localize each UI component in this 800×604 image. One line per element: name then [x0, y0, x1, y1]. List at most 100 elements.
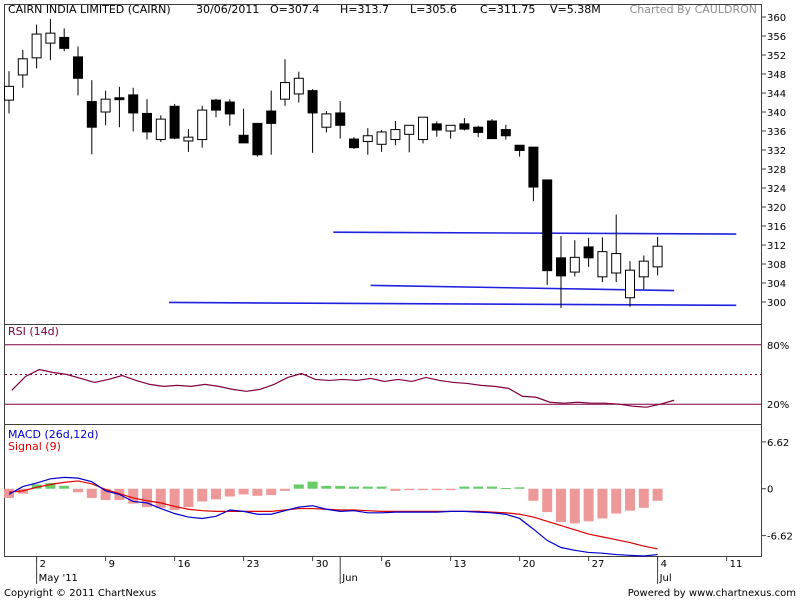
- candle-body-up: [17, 58, 28, 76]
- price-y-tick-label: 336: [767, 127, 786, 138]
- price-y-tick-label: 320: [767, 203, 786, 214]
- powered-by: Powered by www.chartnexus.com: [628, 588, 796, 599]
- candle-body-down: [349, 138, 359, 149]
- macd-histogram-bar-negative: [542, 488, 553, 513]
- candle: [542, 179, 553, 285]
- panel-frames: [4, 4, 762, 557]
- candle: [404, 124, 415, 153]
- header-close: C=311.75: [480, 3, 535, 16]
- macd-histogram-bar-negative: [528, 488, 539, 501]
- signal-title: Signal (9): [8, 440, 61, 453]
- price-y-tick-label: 304: [767, 279, 786, 290]
- macd-histogram-bar-positive: [45, 483, 56, 489]
- price-y-tick-label: 332: [767, 146, 786, 157]
- candle-body-up: [625, 269, 635, 299]
- x-tick-label: 30: [316, 559, 329, 570]
- candle-body-down: [224, 101, 235, 115]
- candle: [4, 71, 14, 114]
- x-tick-label: 20: [523, 559, 536, 570]
- copyright: Copyright © 2011 ChartNexus: [4, 588, 156, 599]
- candle: [652, 236, 663, 276]
- candle-body-up: [45, 32, 56, 44]
- candle-body-up: [280, 82, 290, 100]
- candle: [17, 49, 28, 88]
- candle: [280, 59, 290, 106]
- candle-body-up: [31, 33, 42, 59]
- candle-body-down: [473, 126, 484, 133]
- macd-histogram-bar-positive: [307, 481, 318, 489]
- header-high: H=313.7: [340, 3, 389, 16]
- macd-histogram-bar-negative: [197, 488, 208, 502]
- candle: [238, 108, 249, 144]
- price-y-tick-label: 324: [767, 184, 786, 195]
- candle-body-down: [431, 123, 442, 131]
- candle-body-up: [652, 245, 663, 268]
- header-open: O=307.4: [270, 3, 319, 16]
- macd-histogram-bar-negative: [238, 488, 249, 495]
- macd-histogram-bar-negative: [183, 488, 194, 508]
- candle: [597, 237, 608, 283]
- macd-histogram-bar-positive: [514, 487, 525, 489]
- macd-histogram-bar-positive: [321, 485, 332, 489]
- macd-histogram-bar-positive: [473, 486, 484, 489]
- price-y-tick-label: 356: [767, 32, 786, 43]
- trendline-resistance: [333, 231, 737, 235]
- candle-body-down: [307, 90, 318, 114]
- candle: [211, 98, 221, 118]
- candle: [266, 90, 277, 155]
- macd-y-tick-label: 0: [767, 485, 773, 496]
- candle-body-down: [73, 56, 83, 79]
- candle-body-up: [321, 113, 332, 128]
- candle: [500, 124, 511, 140]
- candle: [142, 99, 152, 140]
- macd-panel: 6.62 0 -6.62: [4, 438, 793, 557]
- macd-histogram-bar-positive: [31, 484, 42, 489]
- candle-body-up: [4, 85, 14, 101]
- candle-body-up: [155, 118, 166, 141]
- candle: [321, 111, 332, 133]
- candle-body-up: [390, 129, 401, 141]
- candle: [155, 115, 166, 142]
- macd-histogram-bar-negative: [4, 488, 14, 498]
- rsi-level-label: 20%: [767, 400, 789, 411]
- candle-body-down: [128, 94, 139, 114]
- candle: [431, 121, 442, 137]
- macd-histogram-bar-negative: [418, 488, 428, 491]
- candle: [611, 214, 622, 283]
- price-y-tick-label: 360: [767, 13, 786, 24]
- macd-histogram-bar-negative: [142, 488, 152, 508]
- macd-histogram-bar-positive: [459, 486, 470, 489]
- candle: [114, 86, 125, 128]
- price-y-tick-label: 300: [767, 298, 786, 309]
- rsi-panel: 80% 20%: [5, 341, 789, 411]
- macd-histogram-bar-negative: [100, 488, 111, 501]
- macd-histogram-bar-negative: [445, 488, 456, 491]
- macd-histogram-bar-negative: [390, 488, 401, 491]
- macd-histogram-bar-positive: [362, 486, 373, 489]
- macd-histogram-bar-negative: [597, 488, 608, 519]
- x-tick-label: 4: [661, 559, 667, 570]
- candle: [390, 121, 401, 146]
- candle-body-up: [183, 136, 194, 142]
- macd-histogram-bar-negative: [86, 488, 97, 498]
- candle-body-up: [611, 253, 622, 274]
- candle-body-up: [597, 251, 608, 278]
- price-y-tick-label: 352: [767, 51, 786, 62]
- candle-body-up: [418, 116, 428, 141]
- candle: [625, 261, 635, 307]
- header: CAIRN INDIA LIMITED (CAIRN) 30/06/2011 O…: [8, 3, 757, 16]
- macd-histogram-bar-positive: [293, 484, 304, 489]
- price-y-tick-label: 348: [767, 70, 786, 81]
- month-label: May '11: [39, 573, 78, 584]
- candle-body-down: [252, 122, 263, 156]
- trendline-mid: [370, 284, 675, 292]
- candle: [556, 235, 566, 309]
- candle: [100, 90, 111, 126]
- macd-histogram-bar-negative: [583, 488, 594, 522]
- macd-y-tick-label: -6.62: [767, 532, 793, 543]
- macd-histogram-bar-positive: [376, 486, 387, 489]
- rsi-title: RSI (14d): [8, 325, 59, 338]
- macd-histogram-bar-negative: [652, 488, 663, 501]
- price-y-tick-label: 340: [767, 108, 786, 119]
